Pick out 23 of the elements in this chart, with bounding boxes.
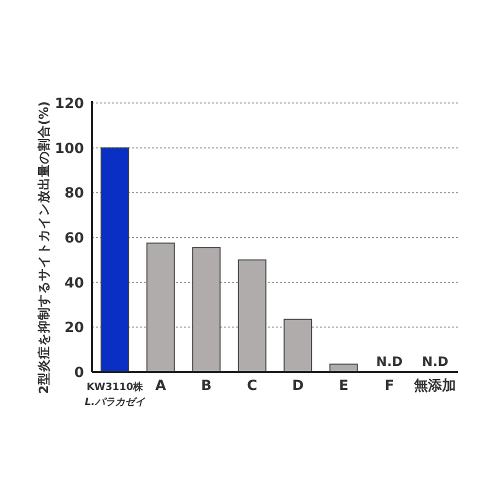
bar xyxy=(192,247,221,372)
text: N.D xyxy=(376,355,403,370)
text: N.D xyxy=(422,355,448,370)
bar xyxy=(146,242,175,372)
x-tick-label: 無添加 xyxy=(413,378,456,394)
y-tick-label: 40 xyxy=(64,275,84,292)
bar xyxy=(100,147,130,372)
y-tick-label: 100 xyxy=(54,140,84,157)
x-tick-label: A xyxy=(155,378,166,394)
x-tick-label: B xyxy=(201,378,212,394)
y-tick-label: 0 xyxy=(74,365,84,381)
x-tick-label: D xyxy=(292,378,304,394)
x-tick-label: F xyxy=(384,378,394,394)
x-tick-label: C xyxy=(246,378,258,394)
y-tick-label: 80 xyxy=(64,186,84,202)
bar xyxy=(238,259,266,372)
bar xyxy=(284,318,312,372)
y-tick-label: 60 xyxy=(64,230,84,246)
y-axis-title: 2型炎症を抑制するサイトカイン放出量の割合(%) xyxy=(36,101,51,394)
y-tick-label: 20 xyxy=(64,320,84,336)
x-tick-label: E xyxy=(338,378,348,394)
y-tick-label: 120 xyxy=(54,96,84,112)
x-tick-label: KW3110株 L.パラカゼイ xyxy=(84,381,146,408)
